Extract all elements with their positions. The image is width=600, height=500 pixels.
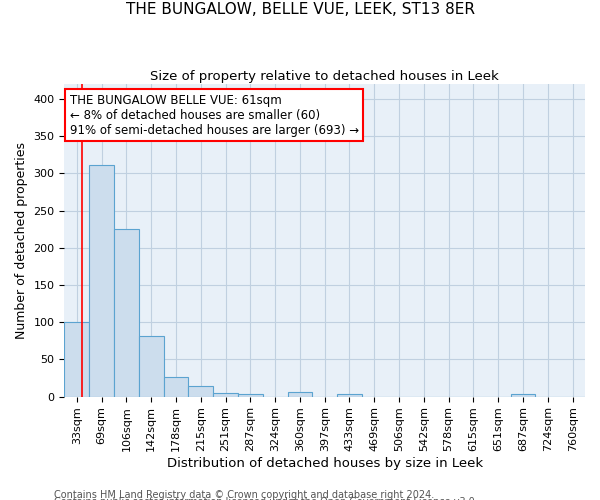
Bar: [287, 392, 313, 396]
Bar: [188, 386, 213, 396]
Bar: [213, 393, 238, 396]
Bar: [139, 336, 164, 396]
X-axis label: Distribution of detached houses by size in Leek: Distribution of detached houses by size …: [167, 457, 483, 470]
Title: Size of property relative to detached houses in Leek: Size of property relative to detached ho…: [151, 70, 499, 83]
Bar: [511, 394, 535, 396]
Text: Contains public sector information licensed under the Open Government Licence v3: Contains public sector information licen…: [54, 497, 478, 500]
Bar: [114, 229, 139, 396]
Text: Contains HM Land Registry data © Crown copyright and database right 2024.: Contains HM Land Registry data © Crown c…: [54, 490, 434, 500]
Bar: [238, 394, 263, 396]
Bar: [89, 164, 114, 396]
Text: THE BUNGALOW BELLE VUE: 61sqm
← 8% of detached houses are smaller (60)
91% of se: THE BUNGALOW BELLE VUE: 61sqm ← 8% of de…: [70, 94, 359, 136]
Bar: [337, 394, 362, 396]
Bar: [64, 322, 89, 396]
Text: THE BUNGALOW, BELLE VUE, LEEK, ST13 8ER: THE BUNGALOW, BELLE VUE, LEEK, ST13 8ER: [125, 2, 475, 18]
Y-axis label: Number of detached properties: Number of detached properties: [15, 142, 28, 339]
Bar: [164, 376, 188, 396]
